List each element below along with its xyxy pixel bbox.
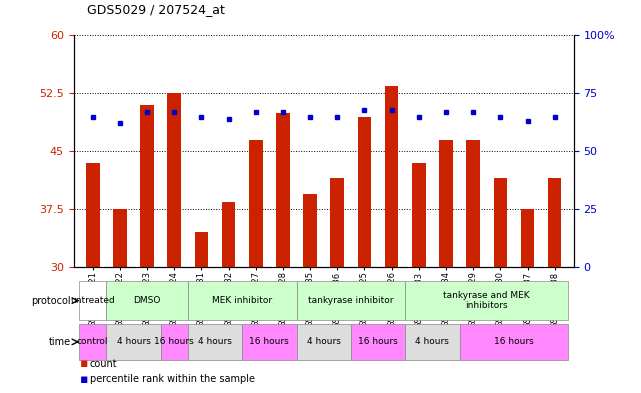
Bar (86, 163, 99, 267)
Bar (195, 232, 208, 267)
Bar (188, 281, 297, 320)
Text: 4 hours: 4 hours (415, 338, 449, 346)
Bar (249, 140, 263, 267)
Bar (439, 140, 453, 267)
Bar (79, 281, 106, 320)
Text: protocol: protocol (31, 296, 71, 306)
Bar (113, 209, 127, 267)
Bar (358, 116, 371, 267)
Bar (297, 324, 351, 360)
Text: control: control (77, 338, 108, 346)
Text: 16 hours: 16 hours (154, 338, 194, 346)
Bar (494, 178, 507, 267)
Bar (161, 324, 188, 360)
Bar (405, 324, 460, 360)
Bar (385, 86, 399, 267)
Text: 4 hours: 4 hours (307, 338, 340, 346)
Text: GDS5029 / 207524_at: GDS5029 / 207524_at (87, 3, 224, 16)
Text: percentile rank within the sample: percentile rank within the sample (90, 374, 254, 384)
Bar (412, 163, 426, 267)
Text: 4 hours: 4 hours (198, 338, 232, 346)
Bar (106, 324, 161, 360)
Bar (303, 194, 317, 267)
Text: 16 hours: 16 hours (494, 338, 534, 346)
Bar (140, 105, 154, 267)
Bar (405, 281, 569, 320)
Text: ▪: ▪ (80, 373, 88, 386)
Text: 4 hours: 4 hours (117, 338, 151, 346)
Text: DMSO: DMSO (133, 296, 161, 305)
Text: ▪: ▪ (80, 357, 88, 370)
Bar (79, 324, 106, 360)
Bar (242, 324, 297, 360)
Text: time: time (48, 337, 71, 347)
Bar (188, 324, 242, 360)
Bar (276, 113, 290, 267)
Text: untreated: untreated (71, 296, 115, 305)
Bar (548, 178, 562, 267)
Bar (467, 140, 480, 267)
Text: count: count (90, 358, 117, 369)
Bar (222, 202, 235, 267)
Bar (520, 209, 535, 267)
Text: tankyrase inhibitor: tankyrase inhibitor (308, 296, 394, 305)
Text: 16 hours: 16 hours (358, 338, 398, 346)
Bar (297, 281, 405, 320)
Bar (106, 281, 188, 320)
Bar (460, 324, 569, 360)
Bar (351, 324, 405, 360)
Text: 16 hours: 16 hours (249, 338, 289, 346)
Bar (331, 178, 344, 267)
Text: tankyrase and MEK
inhibitors: tankyrase and MEK inhibitors (444, 291, 530, 310)
Text: MEK inhibitor: MEK inhibitor (212, 296, 272, 305)
Bar (167, 93, 181, 267)
